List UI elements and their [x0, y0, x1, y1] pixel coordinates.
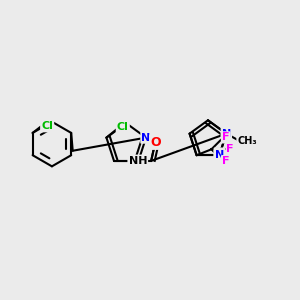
Text: O: O — [150, 136, 161, 149]
Text: NH: NH — [128, 156, 147, 166]
Text: N: N — [134, 156, 143, 166]
Text: Cl: Cl — [117, 122, 129, 132]
Text: N: N — [215, 150, 224, 160]
Text: N: N — [141, 133, 151, 142]
Text: CH₃: CH₃ — [237, 136, 257, 146]
Text: S: S — [215, 149, 224, 162]
Text: F: F — [222, 156, 230, 166]
Text: N: N — [222, 129, 231, 139]
Text: F: F — [226, 144, 234, 154]
Text: F: F — [222, 132, 230, 142]
Text: Cl: Cl — [41, 121, 53, 131]
